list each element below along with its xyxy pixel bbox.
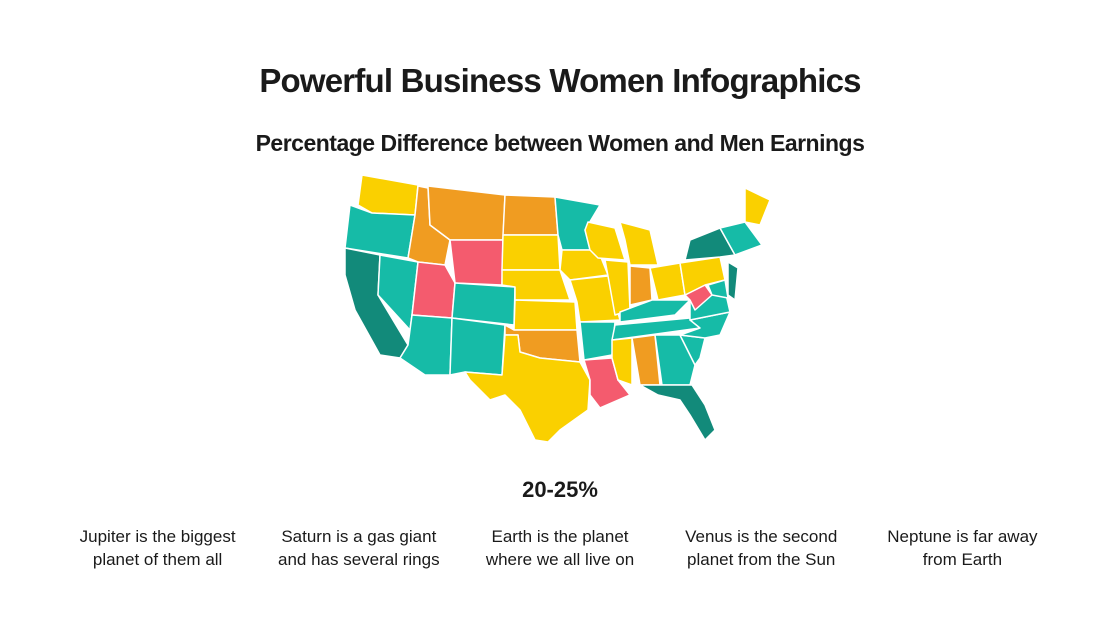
legend-description: Earth is the planet where we all live on	[485, 527, 635, 569]
legend-description: Venus is the second planet from the Sun	[685, 527, 838, 569]
states	[344, 174, 771, 443]
legend-segment: 25-30%	[723, 477, 800, 502]
legend-description: Saturn is a gas giant and has several ri…	[278, 527, 440, 569]
us-map	[344, 174, 771, 443]
legend-bar: 10-15% 15-20% 20-25% 25-30% 30% +	[57, 465, 1063, 515]
legend-segment: 15-20%	[320, 477, 397, 502]
legend-description: Jupiter is the biggest planet of them al…	[79, 527, 236, 569]
legend-description: Neptune is far away from Earth	[887, 527, 1038, 569]
title: Powerful Business Women Infographics	[259, 62, 861, 99]
legend-segment: 10-15%	[119, 477, 196, 502]
subtitle: Percentage Difference between Women and …	[255, 130, 865, 156]
legend-segment: 20-25%	[522, 477, 598, 502]
legend-descriptions: Jupiter is the biggest planet of them al…	[57, 525, 1063, 571]
legend-segment: 30% +	[930, 477, 994, 502]
